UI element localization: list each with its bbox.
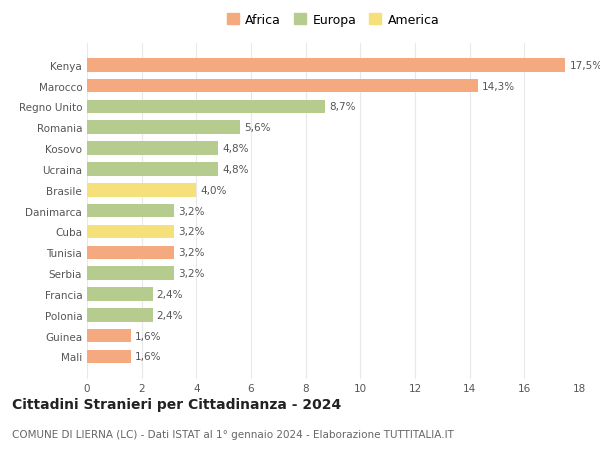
Legend: Africa, Europa, America: Africa, Europa, America (223, 10, 443, 31)
Bar (87, 308, 152, 322)
Text: 1,6%: 1,6% (135, 331, 161, 341)
Bar (87, 163, 218, 176)
Bar (87, 267, 175, 280)
Text: 3,2%: 3,2% (179, 206, 205, 216)
Text: 14,3%: 14,3% (482, 81, 515, 91)
Text: 2,4%: 2,4% (157, 289, 183, 299)
Text: 4,0%: 4,0% (200, 185, 227, 196)
Text: Cittadini Stranieri per Cittadinanza - 2024: Cittadini Stranieri per Cittadinanza - 2… (12, 397, 341, 411)
Bar (87, 121, 240, 135)
Bar (87, 184, 196, 197)
Bar (87, 79, 478, 93)
Bar (87, 246, 175, 259)
Text: 3,2%: 3,2% (179, 248, 205, 257)
Text: COMUNE DI LIERNA (LC) - Dati ISTAT al 1° gennaio 2024 - Elaborazione TUTTITALIA.: COMUNE DI LIERNA (LC) - Dati ISTAT al 1°… (12, 429, 454, 439)
Bar (87, 142, 218, 156)
Bar (87, 204, 175, 218)
Bar (87, 225, 175, 239)
Bar (87, 350, 131, 364)
Text: 2,4%: 2,4% (157, 310, 183, 320)
Bar (87, 101, 325, 114)
Text: 8,7%: 8,7% (329, 102, 355, 112)
Text: 4,8%: 4,8% (223, 144, 249, 154)
Text: 1,6%: 1,6% (135, 352, 161, 362)
Bar (87, 59, 565, 73)
Bar (87, 329, 131, 343)
Text: 3,2%: 3,2% (179, 227, 205, 237)
Text: 4,8%: 4,8% (223, 165, 249, 174)
Text: 3,2%: 3,2% (179, 269, 205, 279)
Text: 5,6%: 5,6% (244, 123, 271, 133)
Bar (87, 287, 152, 301)
Text: 17,5%: 17,5% (569, 61, 600, 71)
